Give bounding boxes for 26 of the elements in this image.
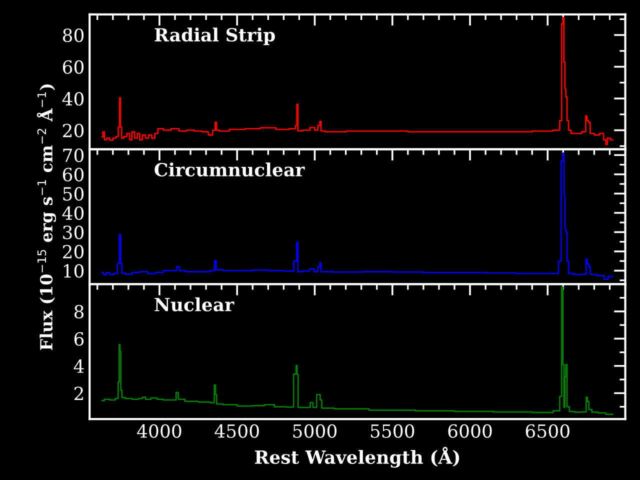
y-tick-label: 40 [62, 92, 84, 106]
y-tick-label: 20 [62, 124, 84, 138]
y-tick-label: 50 [63, 187, 84, 201]
text: Nuclear [154, 297, 234, 312]
y-tick-label: 20 [62, 244, 84, 259]
x-tick-label: 6000 [448, 424, 492, 438]
y-tick-label: 40 [62, 206, 84, 220]
x-tick-label: 5500 [370, 424, 414, 438]
y-tick-label: 8 [74, 304, 84, 319]
x-axis-title: Rest Wavelength (Å) [254, 446, 460, 468]
x-tick-label: 5000 [293, 424, 337, 438]
text: Radial Strip [154, 28, 275, 46]
y-tick-label: 70 [63, 148, 84, 162]
x-tick-label: 6500 [526, 424, 570, 438]
y-tick-label: 10 [64, 264, 84, 278]
y-tick-label: 30 [63, 226, 84, 240]
text: Circumnuclear [154, 162, 305, 177]
y-tick-label: 60 [62, 60, 84, 74]
y-tick-label: 80 [62, 28, 84, 42]
y-tick-label: 4 [74, 359, 84, 373]
x-tick-label: 4000 [137, 424, 182, 438]
y-tick-label: 60 [62, 168, 84, 182]
y-tick-label: 2 [74, 386, 83, 400]
text: Flux (10$^{−15}$ erg s$^{−1}$ cm$^{−2}$ Å$^{−1}$) [36, 84, 56, 350]
y-tick-label: 6 [74, 332, 84, 346]
x-tick-label: 4500 [214, 424, 259, 438]
